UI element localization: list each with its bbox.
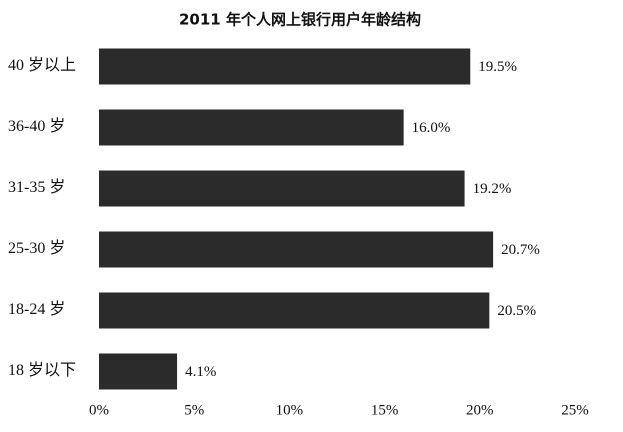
bar — [99, 48, 471, 85]
bar — [99, 109, 404, 146]
x-tick-label: 20% — [466, 402, 494, 418]
x-tick-label: 10% — [276, 402, 304, 418]
chart-title: 2011 年个人网上银行用户年龄结构 — [179, 11, 421, 29]
bar — [99, 353, 178, 390]
y-tick-label: 40 岁以上 — [8, 56, 76, 74]
x-tick-label: 0% — [89, 402, 109, 418]
y-tick-label: 36-40 岁 — [8, 117, 65, 135]
x-tick-label: 25% — [561, 402, 589, 418]
bar — [99, 292, 490, 329]
y-tick-label: 31-35 岁 — [8, 178, 65, 196]
value-label: 4.1% — [185, 364, 216, 380]
x-tick-label: 5% — [184, 402, 204, 418]
x-tick-label: 15% — [371, 402, 399, 418]
bar — [99, 170, 465, 207]
value-label: 16.0% — [412, 120, 451, 136]
value-label: 20.5% — [497, 303, 536, 319]
y-tick-label: 25-30 岁 — [8, 239, 65, 257]
y-tick-label: 18-24 岁 — [8, 300, 65, 318]
value-label: 19.2% — [473, 181, 512, 197]
bar — [99, 231, 494, 268]
value-label: 20.7% — [501, 242, 540, 258]
y-tick-label: 18 岁以下 — [8, 361, 76, 379]
value-label: 19.5% — [478, 59, 517, 75]
